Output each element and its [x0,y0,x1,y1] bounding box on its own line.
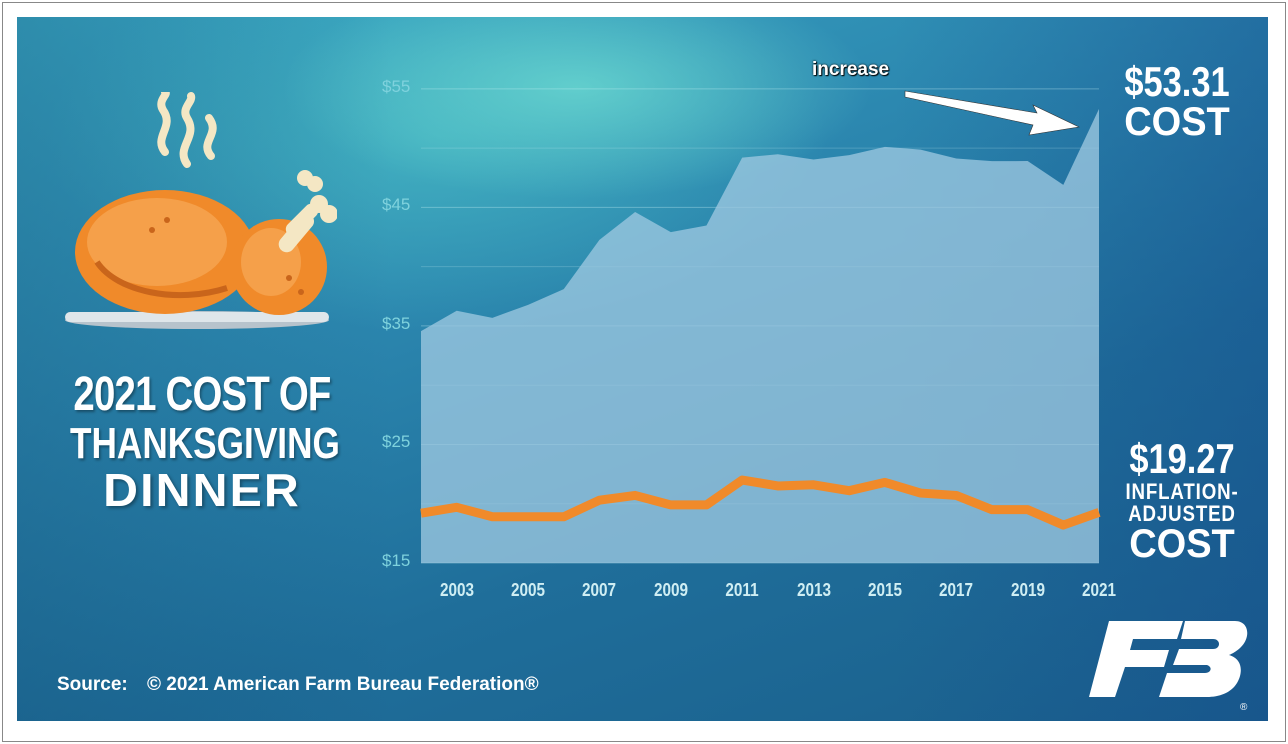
adjusted-cost-value: $19.27 [1129,435,1235,482]
x-tick-label: 2021 [1081,580,1117,600]
x-tick-label: 2015 [867,580,902,600]
x-tick-label: 2005 [511,580,546,600]
y-tick-label: $35 [382,313,411,333]
source-credit: Source: © 2021 American Farm Bureau Fede… [57,674,539,696]
source-text: © 2021 American Farm Bureau Federation® [147,674,539,695]
cost-callout: $53.31 COST [1097,58,1257,144]
y-tick-label: $15 [382,551,411,570]
adjusted-cost-callout: $19.27 INFLATION- ADJUSTED COST [1102,435,1262,566]
y-tick-label: $25 [382,432,411,452]
y-tick-label: $45 [382,195,411,215]
title-line-2: THANKSGIVING [70,419,340,468]
adjusted-label-2: ADJUSTED [1128,501,1236,526]
x-tick-label: 2019 [1010,580,1045,600]
title-line-1: 2021 COST OF [73,368,331,421]
svg-text:®: ® [1240,702,1248,713]
x-tick-label: 2007 [582,580,617,600]
cost-chart [420,88,1101,564]
x-tick-label: 2017 [939,580,974,600]
y-tick-label: $55 [382,76,411,96]
cost-label: COST [1124,100,1230,144]
annotation-arrow [904,90,1080,136]
turkey-icon [65,92,337,329]
page-title: 2021 COST OF THANKSGIVING DINNER [37,368,367,514]
cost-value: $53.31 [1124,58,1230,105]
x-tick-label: 2009 [653,580,688,600]
x-tick-label: 2011 [725,580,759,600]
increase-annotation: increase [812,59,890,80]
afbf-logo-icon: ® [1089,621,1248,713]
x-tick-label: 2013 [796,580,831,600]
infographic-card: $55 $45 $35 $25 $15 2003 2005 2007 2009 2011 2013… [17,17,1268,721]
source-label: Source: [57,674,128,695]
inflation-adjusted-line-series [420,475,1101,530]
adjusted-label-1: INFLATION- [1125,479,1239,504]
title-line-3: DINNER [103,464,301,516]
x-tick-label: 2003 [439,580,474,600]
cost-area-series [421,108,1099,563]
adjusted-label-3: COST [1129,522,1235,566]
